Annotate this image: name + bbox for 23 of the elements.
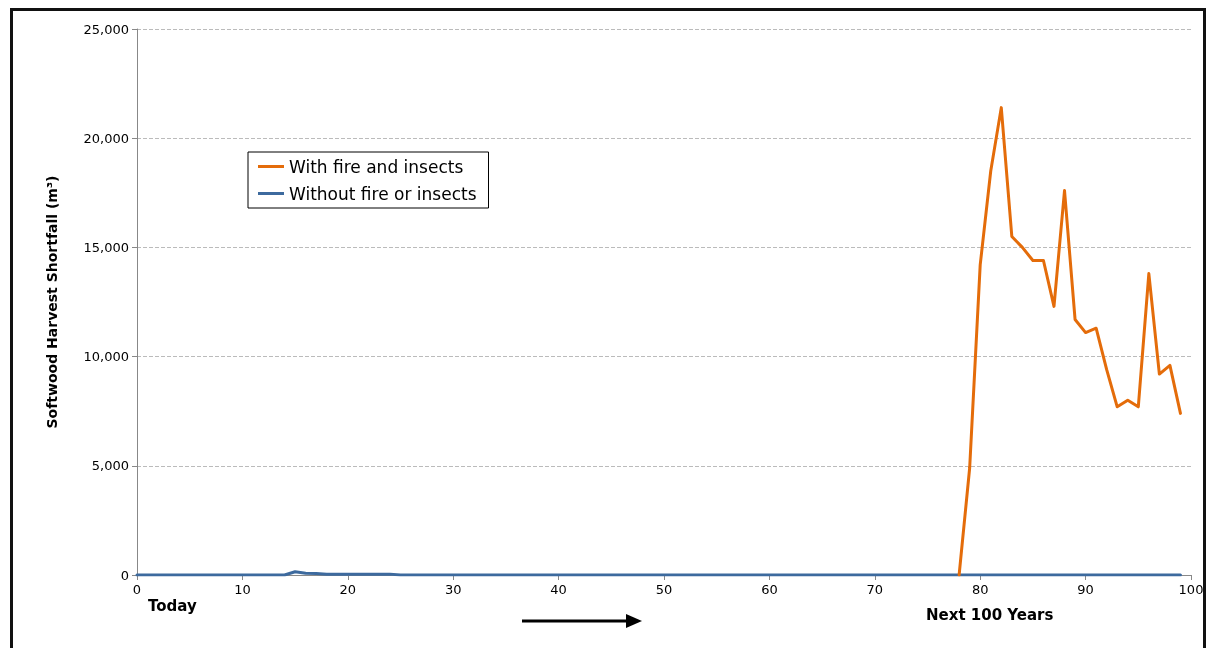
x-tick-label: 50 [655,582,673,597]
text: Next 100 Years [926,605,1054,624]
x-tick-label: 0 [132,582,142,597]
line-series [957,106,1182,577]
legend-label: Without fire or insects [289,183,477,204]
y-tick-label: 25,000 [83,21,129,37]
x-tick-label: 90 [1077,582,1094,597]
y-tick-label: 10,000 [83,349,129,365]
x-tick-label: 10 [234,582,251,597]
x-tick-label: 20 [339,582,357,597]
x-tick-label: 70 [866,582,884,597]
x-tick-label: 30 [444,582,462,597]
y-tick-label: 20,000 [83,130,129,146]
y-tick-label: 15,000 [83,239,129,255]
y-axis-title: Softwood Harvest Shortfall (m³) [44,175,60,429]
x-tick-label: 40 [550,582,567,597]
x-tick-label: 60 [761,582,778,597]
legend-label: With fire and insects [289,156,464,177]
y-tick-label: 5,000 [91,458,129,474]
text: Today [148,596,197,615]
x-tick-label: 80 [971,582,989,597]
x-tick-label: 100 [1178,582,1204,597]
y-tick-label: 0 [120,567,129,583]
